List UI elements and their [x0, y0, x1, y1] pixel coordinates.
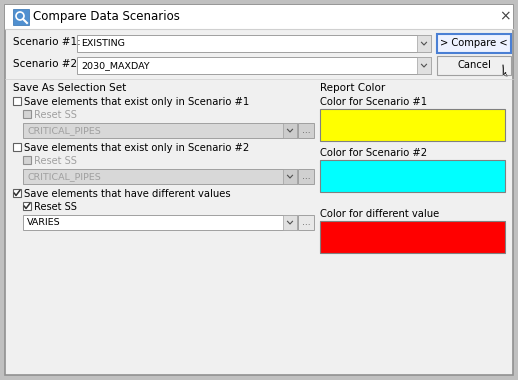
- Text: Report Color: Report Color: [320, 83, 385, 93]
- Bar: [13, 189, 21, 197]
- Bar: [77, 57, 431, 74]
- Bar: [13, 143, 21, 151]
- Bar: [23, 202, 31, 210]
- Bar: [283, 215, 297, 230]
- Text: ...: ...: [301, 218, 310, 227]
- Bar: [23, 123, 297, 138]
- Text: Save elements that exist only in Scenario #2: Save elements that exist only in Scenari…: [24, 143, 249, 153]
- Text: 2030_MAXDAY: 2030_MAXDAY: [81, 61, 150, 70]
- Text: Compare Data Scenarios: Compare Data Scenarios: [33, 10, 180, 23]
- Text: EXISTING: EXISTING: [81, 39, 125, 48]
- Text: ×: ×: [499, 9, 511, 23]
- Text: Color for Scenario #2: Color for Scenario #2: [320, 148, 427, 158]
- Text: Cancel: Cancel: [457, 60, 491, 70]
- Bar: [77, 35, 431, 52]
- Bar: [437, 56, 511, 75]
- Bar: [13, 97, 21, 105]
- Text: Reset SS: Reset SS: [34, 202, 77, 212]
- Text: Reset SS: Reset SS: [34, 110, 77, 120]
- Text: VARIES: VARIES: [27, 218, 61, 227]
- Bar: [23, 110, 31, 118]
- Text: CRITICAL_PIPES: CRITICAL_PIPES: [27, 126, 100, 135]
- Text: Color for different value: Color for different value: [320, 209, 439, 219]
- Text: Save As Selection Set: Save As Selection Set: [13, 83, 126, 93]
- Bar: [417, 57, 431, 74]
- Polygon shape: [503, 65, 508, 76]
- Text: ...: ...: [301, 126, 310, 135]
- Bar: [283, 123, 297, 138]
- Text: Scenario #2: Scenario #2: [13, 59, 77, 69]
- Bar: [298, 215, 314, 230]
- Text: Reset SS: Reset SS: [34, 156, 77, 166]
- Bar: [298, 123, 314, 138]
- Text: > Compare <: > Compare <: [440, 38, 508, 48]
- Bar: [298, 169, 314, 184]
- Bar: [437, 34, 511, 53]
- Bar: [283, 169, 297, 184]
- Bar: [320, 221, 505, 253]
- Bar: [23, 169, 297, 184]
- Text: Scenario #1:: Scenario #1:: [13, 37, 81, 47]
- Bar: [417, 35, 431, 52]
- Text: Save elements that exist only in Scenario #1: Save elements that exist only in Scenari…: [24, 97, 249, 107]
- Text: Save elements that have different values: Save elements that have different values: [24, 189, 231, 199]
- Bar: [13, 9, 29, 25]
- Text: CRITICAL_PIPES: CRITICAL_PIPES: [27, 172, 100, 181]
- Bar: [23, 215, 297, 230]
- Text: ...: ...: [301, 172, 310, 181]
- Bar: [5, 5, 513, 29]
- Bar: [23, 156, 31, 164]
- Bar: [320, 160, 505, 192]
- Bar: [320, 109, 505, 141]
- Text: Color for Scenario #1: Color for Scenario #1: [320, 97, 427, 107]
